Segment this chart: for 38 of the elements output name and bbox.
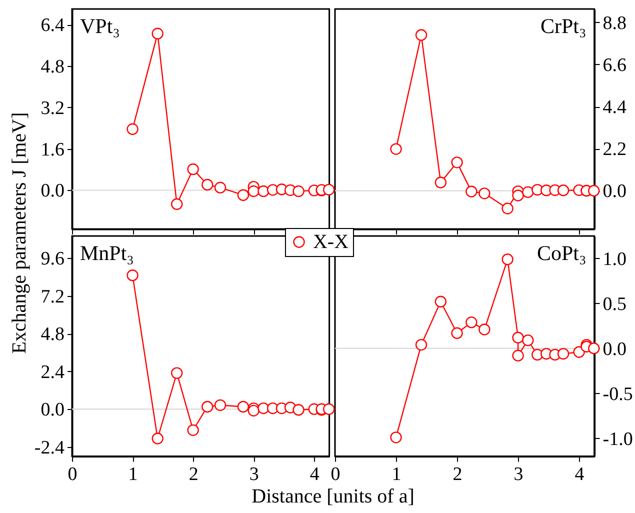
y2-tick-label: 0.0: [602, 338, 627, 360]
y2-tick-label: -0.5: [602, 384, 633, 405]
chart-title: CoPt₃: [536, 240, 586, 265]
x-axis-title: Distance [units of a]: [252, 486, 414, 508]
y2-tick-label: 8.8: [602, 13, 627, 34]
chart-title: CrPt₃: [540, 14, 586, 38]
y-tick-label: 1.6: [40, 140, 64, 161]
x-tick-label: 4: [310, 463, 320, 484]
y-tick-label: 7.2: [40, 286, 64, 307]
x-tick-label: 3: [514, 463, 524, 484]
chart-title: VPt₃: [80, 14, 120, 38]
y2-tick-label: 0.5: [602, 294, 627, 315]
y-tick-label: 4.8: [40, 56, 64, 78]
x-tick-label: 3: [249, 463, 259, 484]
y-tick-label: 6.4: [40, 15, 65, 36]
y2-tick-label: 4.4: [602, 97, 628, 118]
y-tick-label: 3.2: [40, 98, 64, 120]
x-tick-label: 1: [128, 463, 138, 484]
x-tick-label: 2: [188, 463, 198, 484]
legend-label: X-X: [312, 231, 349, 254]
y2-tick-label: 6.6: [602, 55, 627, 76]
chart-title: MnPt₃: [80, 240, 134, 265]
y2-tick-label: -1.0: [602, 428, 633, 450]
y-axis-title: Exchange parameters J [meV]: [8, 112, 32, 354]
x-tick-label: 0: [330, 463, 340, 484]
x-tick-label: 1: [392, 463, 402, 484]
y2-tick-label: 0.0: [602, 182, 627, 203]
x-tick-label: 2: [452, 463, 462, 484]
y2-tick-label: 2.2: [602, 139, 627, 160]
y-tick-label: -2.4: [34, 437, 65, 458]
x-tick-label: 0: [67, 463, 77, 484]
y-tick-label: 0.0: [40, 180, 64, 202]
y-tick-label: 9.6: [40, 248, 64, 270]
y2-tick-label: 1.0: [602, 248, 627, 270]
y-tick-label: 0.0: [40, 399, 64, 420]
y-tick-label: 2.4: [40, 362, 65, 383]
y-tick-label: 4.8: [40, 324, 64, 345]
x-tick-label: 4: [574, 463, 585, 484]
